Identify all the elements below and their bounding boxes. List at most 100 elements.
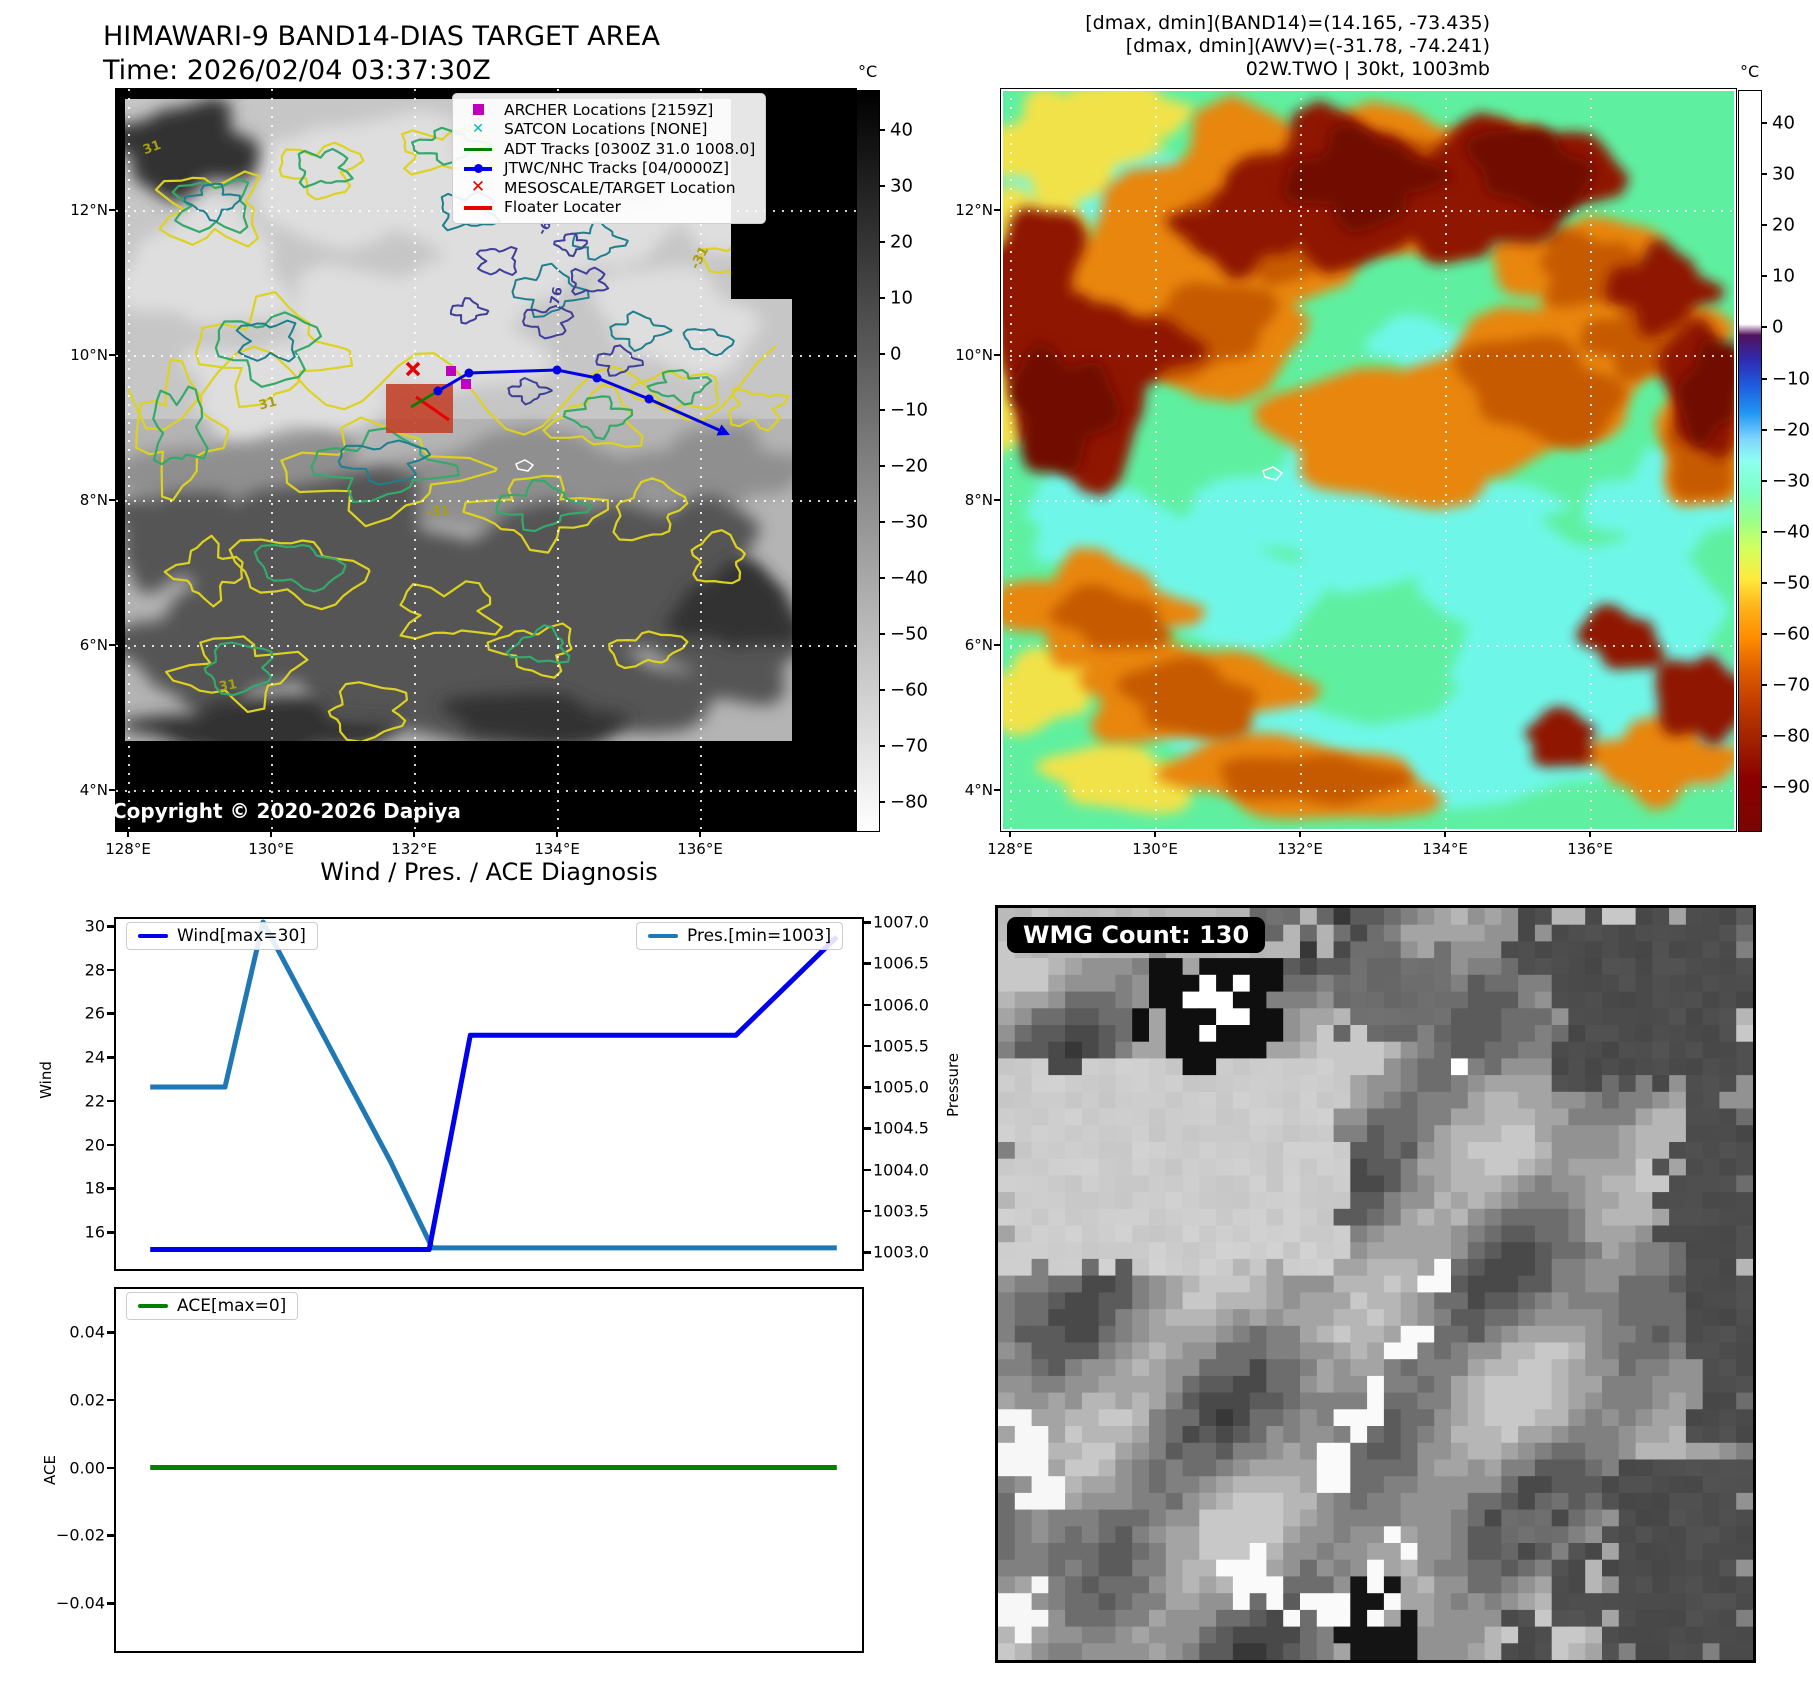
awv-colorbar [1738, 90, 1762, 832]
tick-mark [1299, 831, 1301, 837]
wind-legend: Wind[max=30] [126, 922, 318, 950]
tick-label: 0.02 [69, 1390, 105, 1410]
tick-label: −60 [890, 679, 928, 701]
tick-mark [1761, 122, 1767, 124]
tick-label: −20 [1772, 419, 1810, 441]
ace-axis-title: ACE [41, 1455, 59, 1485]
mesoscale-x-marker [405, 361, 421, 377]
info-awv-range: [dmax, dmin](AWV)=(-31.78, -74.241) [1125, 35, 1490, 57]
tick-mark [879, 801, 885, 803]
tick-label: 0.00 [69, 1458, 105, 1477]
diagnosis-title: Wind / Pres. / ACE Diagnosis [320, 858, 658, 886]
tick-mark [1761, 735, 1767, 738]
tick-mark [107, 1099, 115, 1103]
tick-mark [863, 921, 871, 924]
tick-label: 128°E [987, 840, 1033, 858]
tick-label: −50 [1772, 572, 1810, 594]
tick-mark [1761, 581, 1767, 584]
tick-mark [879, 129, 885, 131]
tick-mark [699, 831, 701, 837]
tick-label: 24 [84, 1047, 105, 1067]
tick-label: 1003.5 [873, 1201, 929, 1221]
band14-legend: ARCHER Locations [2159Z] ✕ SATCON Location… [452, 93, 766, 224]
tick-label: 4°N [79, 781, 108, 799]
wmg-count-label: WMG Count: 130 [1007, 917, 1266, 953]
tick-mark [879, 465, 885, 467]
band14-time: Time: 2026/02/04 03:37:30Z [103, 55, 491, 86]
tick-label: 18 [84, 1178, 105, 1198]
tick-label: 0 [1772, 316, 1784, 338]
tick-mark [1761, 173, 1767, 176]
adt-track [410, 389, 439, 409]
ace-line-sample [138, 1304, 168, 1308]
tick-mark [107, 1398, 115, 1402]
tick-mark [1761, 224, 1767, 227]
tick-mark [863, 962, 871, 965]
tick-mark [107, 968, 115, 972]
awv-map-panel [1000, 88, 1737, 832]
tick-mark [107, 1187, 115, 1190]
tick-mark [107, 925, 115, 928]
tick-label: 16 [84, 1222, 105, 1242]
line-dot-marker-icon [461, 160, 495, 176]
tick-label: −20 [890, 455, 928, 477]
tick-mark [1154, 831, 1156, 837]
tick-mark [879, 521, 885, 523]
mesoscale-target-box [386, 384, 453, 433]
tick-mark [879, 297, 885, 299]
tick-mark [1761, 786, 1767, 789]
wind-axis-title: Wind [37, 1061, 55, 1099]
target-overlay [386, 361, 730, 472]
tick-label: -31 [425, 503, 451, 521]
tick-mark [994, 644, 1000, 646]
tick-mark [1761, 479, 1767, 482]
tick-label: 26 [84, 1003, 105, 1023]
legend-item-label: Floater Locater [504, 198, 621, 217]
tick-mark [1761, 326, 1767, 329]
square-marker-icon [461, 102, 495, 118]
wind-pres-plot [114, 917, 864, 1271]
tick-mark [1761, 428, 1767, 431]
legend-item: ADT Tracks [0300Z 31.0 1008.0] [461, 139, 757, 159]
tick-mark [863, 1209, 871, 1213]
tick-mark [1761, 530, 1767, 533]
figure-header: HIMAWARI-9 BAND14-DIAS TARGET AREA Time:… [103, 20, 660, 88]
line-marker-icon [461, 141, 495, 157]
pres-legend: Pres.[min=1003] [636, 922, 844, 950]
tick-label: −0.02 [55, 1525, 105, 1545]
tick-label: 136°E [677, 840, 723, 858]
tick-label: 1007.0 [873, 912, 929, 932]
tick-label: 40 [1772, 112, 1795, 134]
tick-mark [1444, 831, 1446, 837]
legend-item-label: ARCHER Locations [2159Z] [504, 100, 714, 119]
pressure-axis-title: Pressure [944, 1052, 962, 1118]
tick-label: 1005.5 [873, 1036, 929, 1056]
x-marker-icon: ✕ [472, 121, 484, 138]
Wind[max=30]-line [150, 935, 839, 1252]
track-arrow [716, 424, 730, 436]
tick-label: 10°N [955, 346, 993, 364]
Pres.[min=1003]-line [150, 919, 837, 1251]
tick-label: 12°N [955, 201, 993, 219]
wmg-panel [995, 905, 1756, 1663]
info-storm-id: 02W.TWO | 30kt, 1003mb [1245, 58, 1490, 80]
tick-mark [879, 409, 885, 411]
tick-mark [109, 789, 115, 791]
coastline [1262, 466, 1284, 481]
tick-mark [107, 1331, 115, 1334]
tick-mark [879, 633, 885, 635]
tick-mark [109, 354, 115, 356]
tick-label: 0 [890, 343, 902, 365]
tick-mark [863, 1168, 871, 1171]
tick-mark [1761, 275, 1767, 278]
tick-label: −70 [1772, 674, 1810, 696]
tick-label: 28 [84, 960, 105, 980]
tick-label: 1004.5 [873, 1118, 929, 1138]
tick-label: 132°E [1277, 840, 1323, 858]
legend-item-label: SATCON Locations [NONE] [504, 120, 708, 139]
tick-label: 12°N [70, 201, 108, 219]
wind-legend-label: Wind[max=30] [177, 926, 306, 946]
tick-mark [863, 1127, 871, 1130]
band14-colorbar [856, 90, 880, 832]
